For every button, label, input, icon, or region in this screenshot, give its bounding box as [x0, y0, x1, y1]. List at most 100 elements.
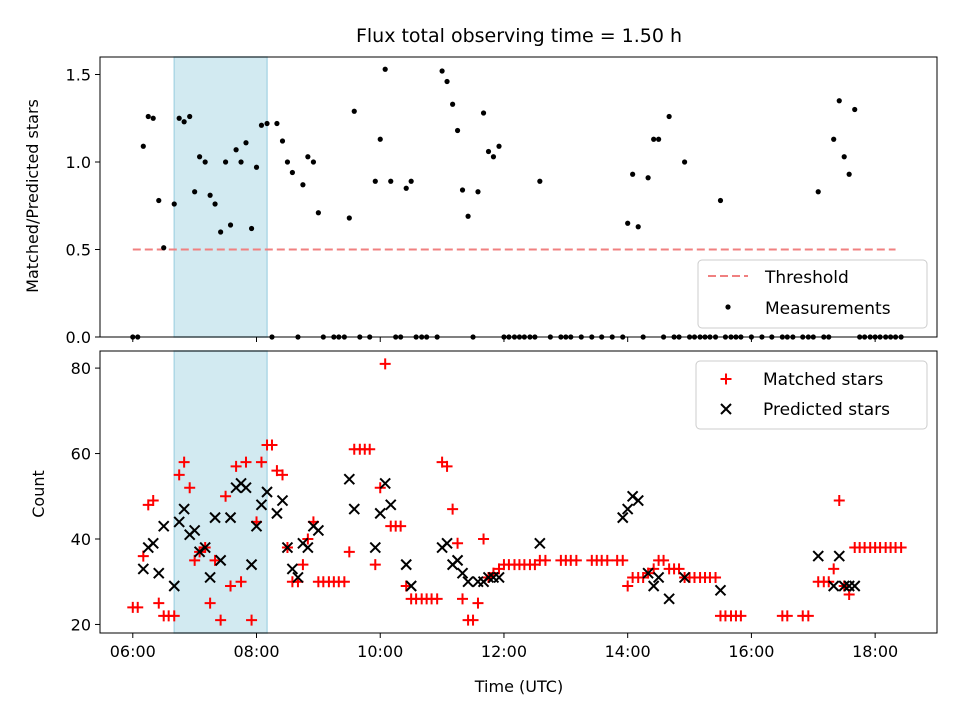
matched-point — [173, 469, 185, 481]
predicted-point — [137, 563, 150, 575]
legend-measurement-swatch — [725, 304, 731, 310]
predicted-point — [617, 511, 629, 524]
measurement-point — [444, 78, 450, 85]
predicted-point — [245, 558, 258, 571]
x-tick-label: 18:00 — [852, 642, 898, 661]
matched-point — [369, 559, 381, 571]
measurement-point — [656, 136, 662, 142]
matched-point — [617, 554, 629, 566]
measurement-point — [218, 229, 224, 235]
predicted-point — [158, 520, 170, 532]
measurement-point — [187, 113, 193, 120]
predicted-point — [240, 482, 252, 494]
matched-point — [230, 460, 242, 472]
predicted-point — [838, 580, 850, 592]
matched-point — [441, 460, 453, 472]
legend-matched-swatch — [720, 373, 732, 385]
predicted-point — [214, 554, 227, 567]
matched-point — [457, 593, 469, 605]
y-tick-label: 1.5 — [66, 66, 91, 85]
predicted-point — [456, 567, 469, 579]
measurement-point — [496, 143, 502, 149]
y-tick-label: 0.0 — [66, 328, 91, 347]
predicted-point — [199, 541, 211, 554]
measurement-point — [645, 175, 651, 181]
matched-point — [673, 563, 685, 575]
measurement-point — [831, 136, 837, 142]
predicted-point — [678, 571, 691, 584]
matched-point — [153, 597, 165, 609]
predicted-point — [343, 473, 356, 485]
matched-point — [147, 495, 159, 507]
predicted-point — [286, 563, 299, 575]
measurement-point — [227, 222, 234, 228]
predicted-point — [405, 580, 417, 592]
legend-ratio: Threshold Measurements — [697, 259, 928, 329]
predicted-point — [652, 571, 665, 584]
measurement-point — [233, 147, 239, 153]
predicted-point — [379, 477, 391, 490]
predicted-point — [255, 499, 268, 511]
predicted-point — [250, 520, 263, 532]
matched-point — [271, 465, 283, 477]
measurement-point — [156, 197, 162, 204]
matched-point — [472, 597, 484, 609]
matched-point — [467, 614, 479, 626]
predicted-point — [714, 584, 727, 596]
predicted-point — [276, 494, 289, 507]
x-axis-label: Time (UTC) — [474, 677, 563, 696]
matched-point — [447, 503, 459, 515]
measurement-point — [475, 189, 481, 195]
legend-measurement-label: Measurements — [765, 299, 891, 319]
matched-point — [395, 520, 407, 532]
matched-point — [276, 469, 288, 481]
matched-point — [379, 358, 391, 370]
matched-point — [343, 546, 355, 558]
matched-point — [431, 593, 443, 605]
matched-point — [802, 610, 814, 622]
predicted-point — [482, 571, 495, 584]
matched-point — [570, 554, 582, 566]
predicted-point — [281, 541, 294, 554]
measurement-point — [284, 159, 291, 165]
measurement-point — [651, 136, 657, 142]
highlight-window — [173, 56, 268, 338]
measurement-point — [305, 154, 311, 160]
x-tick-label: 06:00 — [110, 642, 156, 661]
measurement-point — [315, 210, 321, 216]
predicted-point — [302, 541, 314, 554]
matched-point — [539, 554, 551, 566]
measurement-point — [212, 201, 218, 207]
predicted-point — [209, 511, 221, 524]
highlight-window — [173, 350, 268, 634]
predicted-point — [632, 494, 644, 507]
measurement-point — [176, 115, 182, 121]
x-tick-label: 08:00 — [233, 642, 279, 661]
measurement-point — [841, 154, 847, 160]
matched-point — [297, 559, 309, 571]
predicted-point — [451, 554, 464, 567]
measurement-point — [207, 192, 213, 198]
predicted-point — [292, 571, 304, 584]
matched-point — [781, 610, 793, 622]
measurement-point — [537, 178, 543, 184]
matched-point — [225, 580, 237, 592]
measurement-point — [485, 148, 492, 155]
predicted-point — [462, 576, 474, 588]
measurement-point — [450, 101, 456, 107]
matched-point — [478, 533, 490, 545]
measurement-point — [403, 185, 409, 191]
predicted-point — [385, 499, 397, 511]
matched-point — [833, 495, 845, 507]
measurement-point — [243, 140, 249, 146]
predicted-point — [271, 507, 283, 520]
chart-title: Flux total observing time = 1.50 h — [356, 25, 682, 47]
predicted-point — [348, 503, 360, 515]
measurement-point — [408, 178, 414, 184]
matched-point — [735, 610, 747, 622]
predicted-point — [369, 541, 381, 554]
measurement-point — [161, 245, 167, 251]
measurement-point — [253, 164, 260, 170]
measurement-point — [630, 171, 636, 177]
predicted-point — [261, 486, 273, 498]
